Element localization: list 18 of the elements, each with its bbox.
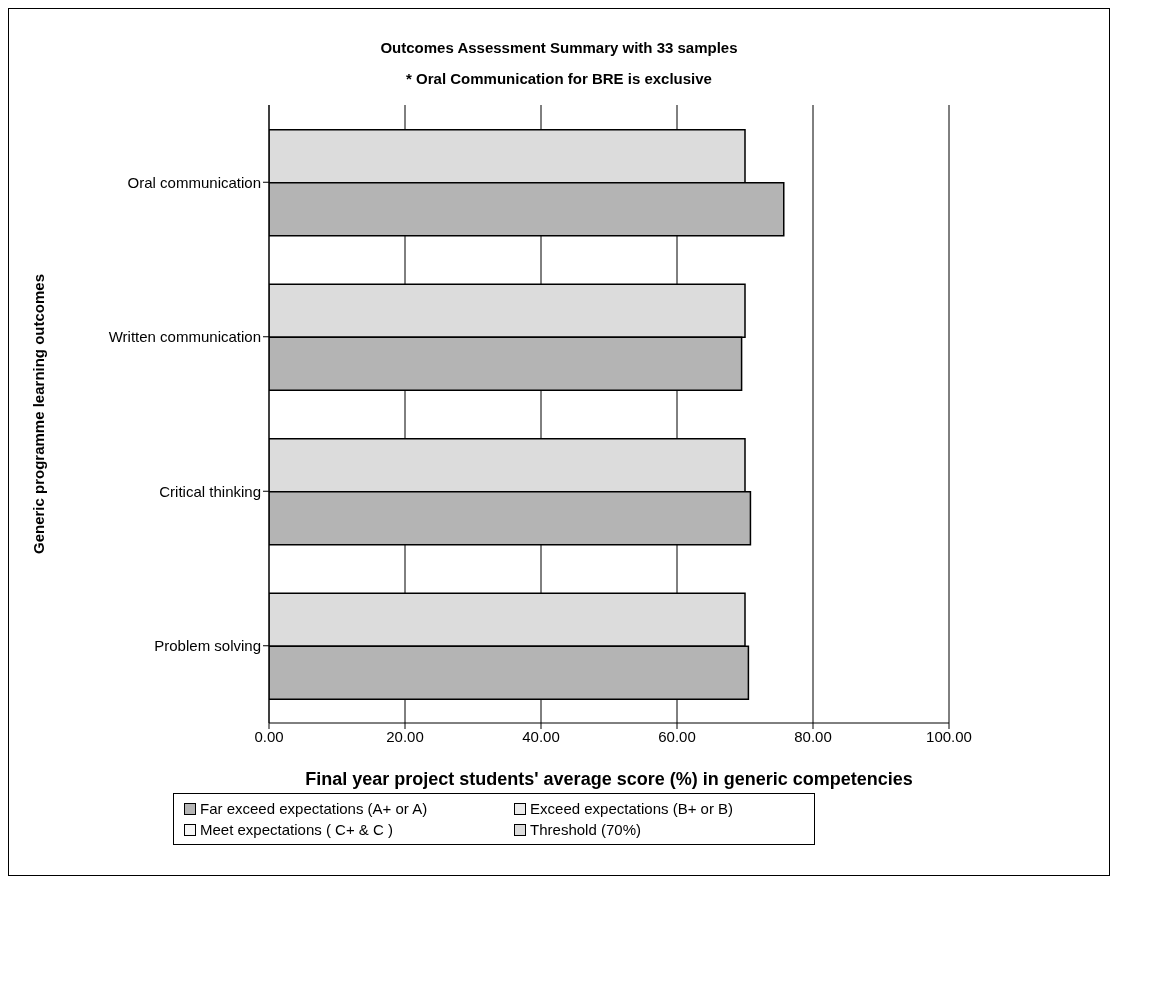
legend-label: Threshold (70%): [530, 821, 641, 838]
x-tick-label: 80.00: [794, 727, 832, 745]
chart-subtitle: * Oral Communication for BRE is exclusive: [405, 70, 713, 87]
x-axis-title: Final year project students' average score (%) in generic competencies: [305, 769, 913, 789]
x-tick-label: 100.00: [926, 727, 972, 745]
legend-label: Exceed expectations (B+ or B): [530, 800, 734, 817]
x-tick-label: 20.00: [386, 727, 424, 745]
chart-title: Outcomes Assessment Summary with 33 samples: [379, 39, 739, 56]
y-tick-label: Problem solving: [154, 637, 261, 655]
legend-label: Meet expectations ( C+ & C ): [200, 821, 393, 838]
y-tick-label: Oral communication: [127, 173, 261, 191]
y-tick-label: Written communication: [108, 328, 261, 346]
y-tick-label: Critical thinking: [159, 482, 261, 500]
legend-label: Far exceed expectations (A+ or A): [200, 800, 428, 817]
x-tick-label: 60.00: [658, 727, 696, 745]
y-axis-title: Generic programme learning outcomes: [30, 273, 48, 555]
x-tick-label: 40.00: [522, 727, 560, 745]
x-tick-label: 0.00: [254, 727, 284, 745]
